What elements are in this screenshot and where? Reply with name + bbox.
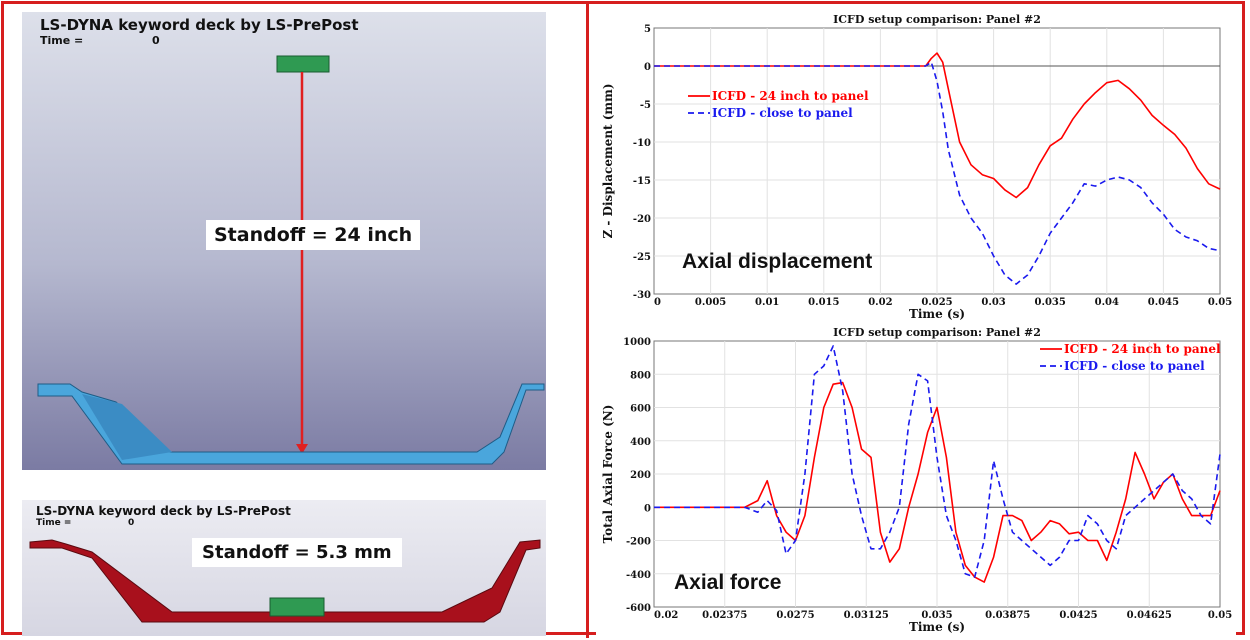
sim-time-value: 0 bbox=[152, 34, 160, 47]
y-tick-label: -5 bbox=[640, 100, 651, 111]
standoff-label: Standoff = 24 inch bbox=[206, 220, 421, 250]
y-tick-label: 1000 bbox=[623, 337, 651, 348]
y-tick-label: -400 bbox=[626, 570, 651, 581]
sim-scene-24-inch bbox=[37, 55, 545, 465]
displacement-chart-svg: ICFD setup comparison: Panel #2 0 0.005 0.0… bbox=[601, 13, 1232, 321]
x-tick-label: 0.03875 bbox=[985, 610, 1030, 621]
panel-divider bbox=[586, 2, 589, 638]
y-tick-label: -25 bbox=[633, 252, 651, 263]
y-tick-label: 800 bbox=[630, 370, 651, 381]
y-axis-label: Total Axial Force (N) bbox=[601, 405, 615, 544]
y-tick-label: -15 bbox=[633, 176, 651, 187]
standoff-arrowhead bbox=[296, 444, 308, 454]
sim-render-24-inch: LS-DYNA keyword deck by LS-PrePost Time … bbox=[22, 12, 546, 470]
explosive-charge-close bbox=[269, 597, 325, 617]
axial-force-chart: ICFD setup comparison: Panel #2 0.02 0.023… bbox=[596, 325, 1236, 635]
y-axis-label: Z - Displacement (mm) bbox=[601, 83, 615, 238]
x-tick-label: 0.045 bbox=[1148, 297, 1179, 308]
chart-annotation: Axial displacement bbox=[682, 250, 872, 273]
panel-5mm bbox=[29, 539, 541, 623]
series-line-red bbox=[654, 52, 1221, 199]
chart-annotation: Axial force bbox=[674, 571, 781, 594]
axial-force-chart-svg: ICFD setup comparison: Panel #2 0.02 0.023… bbox=[601, 326, 1232, 634]
legend-entry: ICFD - 24 inch to panel bbox=[712, 89, 869, 103]
x-tick-label: 0.0275 bbox=[776, 610, 814, 621]
x-tick-label: 0.05 bbox=[1208, 610, 1232, 621]
x-tick-label: 0.025 bbox=[921, 297, 952, 308]
x-axis-label: Time (s) bbox=[909, 307, 965, 321]
x-tick-label: 0.05 bbox=[1208, 297, 1232, 308]
legend-entry: ICFD - close to panel bbox=[1064, 359, 1205, 373]
series-line-blue bbox=[654, 345, 1221, 578]
y-tick-label: 600 bbox=[630, 404, 651, 415]
y-tick-label: -20 bbox=[633, 214, 651, 225]
chart-title: ICFD setup comparison: Panel #2 bbox=[833, 13, 1041, 26]
x-axis-label: Time (s) bbox=[909, 620, 965, 634]
standoff-label-close: Standoff = 5.3 mm bbox=[192, 538, 402, 567]
x-tick-label: 0.04625 bbox=[1127, 610, 1172, 621]
x-tick-label: 0.03 bbox=[981, 297, 1005, 308]
y-tick-label: 0 bbox=[644, 503, 651, 514]
y-tick-label: -600 bbox=[626, 603, 651, 614]
x-tick-label: 0.005 bbox=[695, 297, 726, 308]
sim-time-label-bottom: Time = bbox=[36, 518, 72, 528]
sim-title: LS-DYNA keyword deck by LS-PrePost bbox=[40, 16, 359, 34]
y-tick-label: 200 bbox=[630, 470, 651, 481]
sim-render-5mm: LS-DYNA keyword deck by LS-PrePost Time … bbox=[22, 500, 546, 636]
sim-title-bottom: LS-DYNA keyword deck by LS-PrePost bbox=[36, 504, 291, 518]
x-tick-label: 0 bbox=[654, 297, 661, 308]
x-tick-label: 0.01 bbox=[755, 297, 779, 308]
panel-left-wall bbox=[82, 394, 172, 460]
x-tick-label: 0.015 bbox=[808, 297, 839, 308]
x-tick-label: 0.02375 bbox=[702, 610, 747, 621]
x-tick-label: 0.0425 bbox=[1059, 610, 1097, 621]
x-tick-label: 0.04 bbox=[1095, 297, 1119, 308]
sim-time-label: Time = bbox=[40, 34, 84, 47]
series-line-blue bbox=[654, 61, 1221, 285]
explosive-charge bbox=[276, 55, 330, 73]
y-tick-label: -10 bbox=[633, 138, 651, 149]
y-tick-label: -30 bbox=[633, 290, 651, 301]
x-tick-label: 0.02 bbox=[654, 610, 678, 621]
sim-scene-5mm bbox=[29, 539, 541, 623]
x-tick-label: 0.02 bbox=[868, 297, 892, 308]
legend-entry: ICFD - close to panel bbox=[712, 106, 853, 120]
x-tick-label: 0.03125 bbox=[844, 610, 889, 621]
x-tick-label: 0.035 bbox=[1035, 297, 1066, 308]
y-tick-label: 400 bbox=[630, 437, 651, 448]
y-tick-label: 5 bbox=[644, 24, 651, 35]
legend-entry: ICFD - 24 inch to panel bbox=[1064, 342, 1221, 356]
y-tick-label: -200 bbox=[626, 537, 651, 548]
sim-time-value-bottom: 0 bbox=[128, 518, 135, 528]
chart-title: ICFD setup comparison: Panel #2 bbox=[833, 326, 1041, 339]
x-tick-label: 0.035 bbox=[921, 610, 952, 621]
displacement-chart: ICFD setup comparison: Panel #2 0 0.005 0.0… bbox=[596, 10, 1236, 321]
y-tick-label: 0 bbox=[644, 62, 651, 73]
